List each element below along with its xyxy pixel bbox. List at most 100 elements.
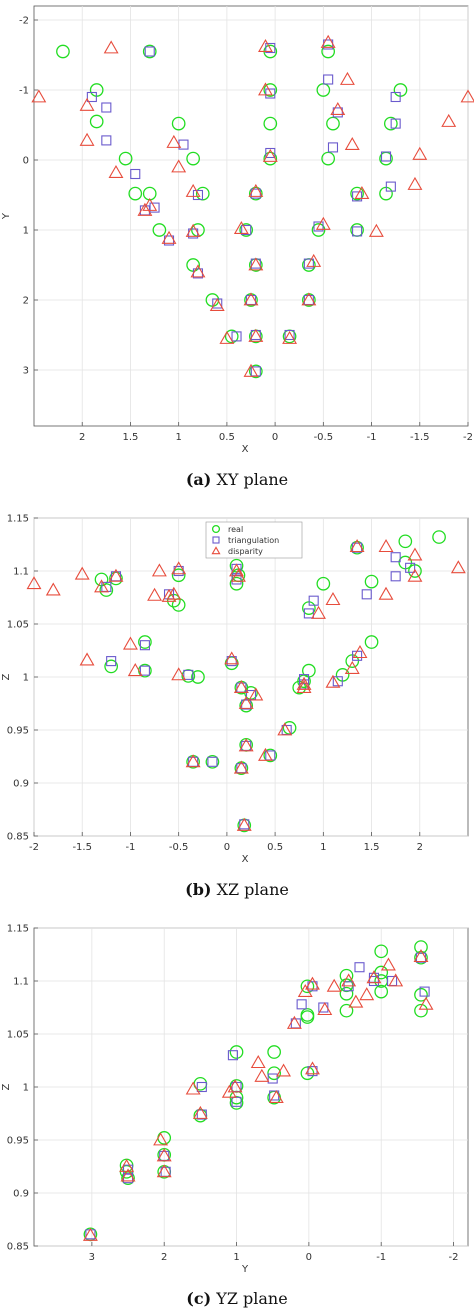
real-point bbox=[398, 534, 413, 549]
yz-plane-chart: 3 2 1 0 -1 -2 0.85 0.9 0.95 1 1.05 1.1 1.15 Y Z bbox=[0, 916, 474, 1286]
triangulation-point bbox=[313, 221, 324, 232]
disparity-point bbox=[407, 176, 423, 190]
real-point bbox=[186, 151, 200, 166]
disparity-point bbox=[254, 1068, 270, 1082]
disparity-point bbox=[142, 197, 158, 211]
disparity-point bbox=[286, 1015, 302, 1029]
x-tick-label: 2 bbox=[79, 432, 85, 443]
disparity-point bbox=[224, 651, 240, 665]
real-point bbox=[339, 1003, 354, 1018]
disparity-point bbox=[296, 679, 312, 694]
x-tick-label: -1 bbox=[367, 432, 377, 443]
legend: real triangulation disparity bbox=[205, 521, 303, 559]
real-point bbox=[321, 44, 336, 59]
disparity-point bbox=[258, 82, 273, 96]
x-tick-label: 1 bbox=[320, 842, 326, 853]
disparity-point bbox=[305, 976, 320, 990]
disparity-point bbox=[94, 579, 109, 593]
disparity-point bbox=[407, 547, 423, 561]
disparity-point bbox=[26, 576, 42, 590]
real-point bbox=[311, 223, 326, 237]
x-tick-label: -1 bbox=[376, 1252, 386, 1263]
disparity-point bbox=[258, 38, 273, 53]
disparity-point bbox=[166, 134, 182, 148]
disparity-point bbox=[248, 257, 264, 271]
real-point bbox=[89, 114, 104, 129]
real-point bbox=[181, 669, 196, 683]
disparity-point bbox=[248, 328, 264, 342]
real-point bbox=[364, 574, 379, 589]
triangulation-point bbox=[380, 151, 392, 162]
real-point bbox=[229, 576, 244, 591]
disparity-point bbox=[380, 957, 396, 971]
y-tick-label: 0.9 bbox=[13, 1189, 29, 1200]
y-axis-label: Y bbox=[1, 212, 12, 220]
xz-plane-svg: -2 -1.5 -1 -0.5 0 0.5 1 1.5 2 0.85 0.9 0.95 1 1.05 1.1… bbox=[1, 514, 469, 865]
x-tick-label: -2 bbox=[449, 1252, 459, 1263]
caption-xy: (a) XY plane bbox=[0, 470, 474, 489]
y-tick-label: 3 bbox=[23, 366, 29, 377]
disparity-point bbox=[317, 1002, 333, 1016]
real-point bbox=[414, 950, 428, 965]
disparity-point bbox=[156, 1148, 172, 1162]
y-tick-label: 1 bbox=[23, 226, 29, 237]
disparity-point bbox=[325, 592, 341, 606]
x-tick-label: -2 bbox=[29, 842, 39, 853]
disparity-point bbox=[341, 973, 357, 987]
series-real bbox=[83, 940, 428, 1242]
y-tick-label: 0 bbox=[23, 156, 29, 167]
disparity-point bbox=[262, 148, 278, 162]
disparity-point bbox=[325, 674, 341, 688]
disparity-point bbox=[243, 363, 259, 377]
disparity-point bbox=[352, 645, 368, 659]
y-tick-label: 1 bbox=[23, 673, 29, 684]
disparity-point bbox=[238, 738, 254, 752]
triangulation-point bbox=[231, 1096, 242, 1107]
real-point bbox=[248, 364, 263, 379]
disparity-point bbox=[296, 676, 312, 690]
real-point bbox=[414, 1003, 428, 1018]
caption-tag: (a) bbox=[185, 470, 212, 489]
disparity-point bbox=[192, 1105, 208, 1119]
triangulation-point bbox=[144, 46, 155, 57]
real-point bbox=[263, 748, 278, 763]
x-axis-label: X bbox=[242, 444, 249, 455]
x-tick-label: 1.5 bbox=[122, 432, 138, 443]
x-axis-label: X bbox=[242, 854, 249, 865]
disparity-point bbox=[151, 563, 167, 577]
disparity-point bbox=[348, 994, 364, 1008]
disparity-point bbox=[354, 185, 370, 200]
triangulation-point bbox=[183, 669, 194, 680]
xy-plane-chart: 2 1.5 1 0.5 0 -0.5 -1 -1.5 -2 -2 -1 0 1 2 3 X Y bbox=[0, 0, 474, 462]
triangulation-point bbox=[303, 608, 314, 619]
disparity-point bbox=[233, 220, 249, 235]
disparity-point bbox=[407, 568, 423, 582]
disparity-point bbox=[418, 996, 434, 1010]
x-tick-label: -2 bbox=[463, 432, 473, 443]
disparity-point bbox=[460, 89, 474, 103]
legend-marker-triangulation bbox=[212, 536, 220, 544]
y-axis-label: Z bbox=[1, 673, 12, 680]
xy-plane-svg: 2 1.5 1 0.5 0 -0.5 -1 -1.5 -2 -2 -1 0 1 2 3 X Y bbox=[1, 5, 474, 455]
x-tick-label: 0.5 bbox=[219, 432, 235, 443]
triangulation-point bbox=[390, 552, 401, 563]
disparity-point bbox=[79, 132, 95, 146]
disparity-point bbox=[268, 1089, 284, 1104]
x-axis-label: Y bbox=[241, 1264, 249, 1275]
real-point bbox=[104, 659, 119, 674]
disparity-point bbox=[301, 292, 317, 306]
real-point bbox=[121, 1171, 135, 1186]
disparity-point bbox=[82, 1227, 98, 1241]
real-point bbox=[263, 151, 278, 166]
x-tick-label: 1.5 bbox=[364, 842, 380, 853]
x-tick-label: 3 bbox=[89, 1252, 95, 1263]
x-tick-label: 2 bbox=[161, 1252, 167, 1263]
y-axis-label: Z bbox=[1, 1083, 12, 1090]
disparity-point bbox=[276, 1063, 291, 1077]
series-disparity bbox=[31, 34, 474, 377]
disparity-point bbox=[233, 760, 249, 774]
disparity-point bbox=[31, 89, 47, 103]
real-point bbox=[350, 540, 364, 555]
real-point bbox=[383, 116, 398, 131]
triangulation-point bbox=[101, 135, 112, 146]
